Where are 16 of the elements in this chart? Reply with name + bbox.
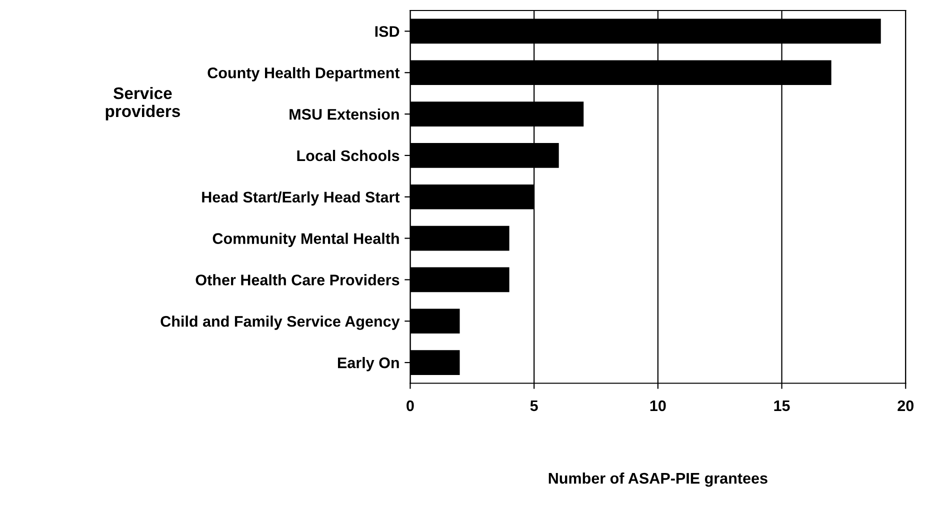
y-tick-label: Head Start/Early Head Start xyxy=(202,191,400,206)
y-tick-label: Community Mental Health xyxy=(212,232,399,247)
y-tick-label: Early On xyxy=(338,357,399,372)
x-tick-label: 5 xyxy=(530,400,538,412)
x-tick-label: 20 xyxy=(898,400,914,412)
y-tick-label: Local Schools xyxy=(297,150,400,162)
x-tick-label: 10 xyxy=(650,400,666,412)
y-tick-label: ISD xyxy=(375,26,400,37)
x-axis-title: Number of ASAP-PIE grantees xyxy=(548,472,768,487)
x-tick-label: 15 xyxy=(774,400,790,412)
y-tick-label: Child and Family Service Agency xyxy=(160,316,400,330)
y-tick-label: County Health Department xyxy=(208,67,400,82)
y-tick-label: MSU Extension xyxy=(290,108,399,120)
y-axis-title: Service providers xyxy=(106,86,180,120)
x-tick-label: 0 xyxy=(406,400,414,412)
y-tick-label: Other Health Care Providers xyxy=(196,274,400,286)
